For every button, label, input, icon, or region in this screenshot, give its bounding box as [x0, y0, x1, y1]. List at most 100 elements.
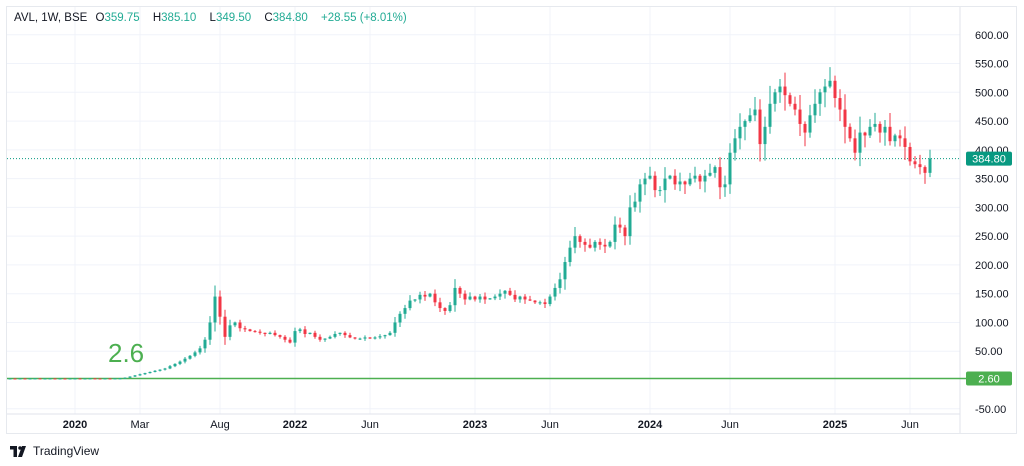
candle-body: [668, 175, 672, 179]
candle-body: [113, 378, 117, 380]
candle-body: [318, 336, 322, 340]
candle-body: [173, 363, 177, 367]
candle-body: [233, 322, 237, 326]
candle-body: [88, 378, 92, 380]
candle-body: [663, 178, 667, 191]
candle-body: [803, 123, 807, 133]
candle-body: [273, 332, 277, 336]
candle-body: [473, 296, 477, 300]
candle-body: [288, 339, 292, 343]
candle-body: [83, 378, 87, 380]
candle-body: [863, 132, 867, 136]
change-value: +28.55 (+8.01%): [321, 12, 407, 24]
candle-body: [873, 123, 877, 127]
candle-body: [178, 361, 182, 364]
candle-body: [323, 338, 327, 340]
candle-body: [193, 352, 197, 356]
candle-body: [918, 164, 922, 168]
candle-body: [118, 378, 122, 380]
candle-body: [238, 322, 242, 329]
candle-body: [458, 287, 462, 294]
y-tick-label: -50.00: [975, 404, 1006, 416]
candle-body: [478, 296, 482, 300]
candle-body: [168, 366, 172, 369]
candle-body: [443, 308, 447, 311]
low-label: L: [209, 12, 216, 24]
candle-body: [638, 184, 642, 202]
candle-body: [198, 348, 202, 353]
candle-body: [58, 378, 62, 380]
candle-body: [783, 86, 787, 96]
candle-body: [18, 378, 22, 380]
candle-body: [248, 329, 252, 332]
y-tick-label: 300.00: [975, 202, 1009, 214]
last-price-tag: 384.80: [972, 154, 1006, 166]
candle-body: [148, 371, 152, 374]
candle-body: [258, 331, 262, 333]
candle-body: [693, 175, 697, 179]
candle-body: [433, 293, 437, 303]
candle-body: [373, 337, 377, 339]
candle-body: [388, 332, 392, 336]
candle-body: [33, 378, 37, 380]
candle-body: [708, 172, 712, 176]
candle-body: [263, 332, 267, 334]
candle-body: [223, 316, 227, 337]
candle-body: [188, 355, 192, 359]
candle-body: [528, 299, 532, 301]
candle-body: [158, 369, 162, 371]
symbol-label[interactable]: AVL, 1W, BSE: [14, 12, 88, 24]
candle-body: [678, 181, 682, 185]
candle-body: [413, 299, 417, 301]
candle-body: [293, 331, 297, 343]
candle-body: [163, 368, 167, 370]
price-chart[interactable]: 600.00550.00500.00450.00400.00350.00300.…: [0, 0, 1024, 440]
x-tick-label: 2023: [463, 419, 487, 431]
x-tick-label: 2020: [63, 419, 87, 431]
candle-body: [128, 376, 132, 378]
candle-body: [903, 138, 907, 147]
candle-body: [853, 138, 857, 153]
candle-body: [703, 175, 707, 182]
candle-body: [378, 336, 382, 338]
candle-body: [878, 123, 882, 133]
tradingview-logo[interactable]: TradingView: [10, 444, 99, 458]
x-tick-label: 2022: [283, 419, 307, 431]
tradingview-logo-icon: [10, 445, 26, 457]
candle-body: [713, 167, 717, 173]
candle-body: [403, 308, 407, 314]
candle-body: [753, 109, 757, 116]
candle-body: [153, 370, 157, 372]
candle-body: [303, 329, 307, 334]
candle-body: [513, 294, 517, 300]
candle-body: [108, 378, 112, 380]
x-tick-label: Jun: [721, 419, 739, 431]
candle-body: [798, 109, 802, 124]
last-price-tag-bg: [966, 151, 1012, 166]
candle-body: [358, 338, 362, 340]
candle-body: [763, 126, 767, 145]
x-tick-label: 2025: [823, 419, 847, 431]
line-price-tag: 2.60: [978, 374, 999, 386]
candle-body: [498, 293, 502, 297]
candle-body: [658, 190, 662, 192]
brand-label: TradingView: [33, 444, 100, 458]
candle-body: [823, 86, 827, 93]
candle-body: [733, 138, 737, 153]
candle-body: [608, 241, 612, 247]
y-tick-label: 600.00: [975, 30, 1009, 42]
close-value: 384.80: [272, 12, 308, 24]
candle-body: [538, 302, 542, 304]
candle-body: [93, 378, 97, 380]
candle-body: [98, 378, 102, 380]
candle-body: [368, 337, 372, 339]
candle-body: [333, 333, 337, 337]
candle-body: [768, 103, 772, 127]
candle-body: [308, 332, 312, 334]
candle-body: [423, 294, 427, 297]
candle-body: [683, 181, 687, 185]
candle-body: [408, 300, 412, 309]
candle-body: [893, 135, 897, 142]
candle-body: [493, 296, 497, 299]
y-tick-label: 500.00: [975, 87, 1009, 99]
